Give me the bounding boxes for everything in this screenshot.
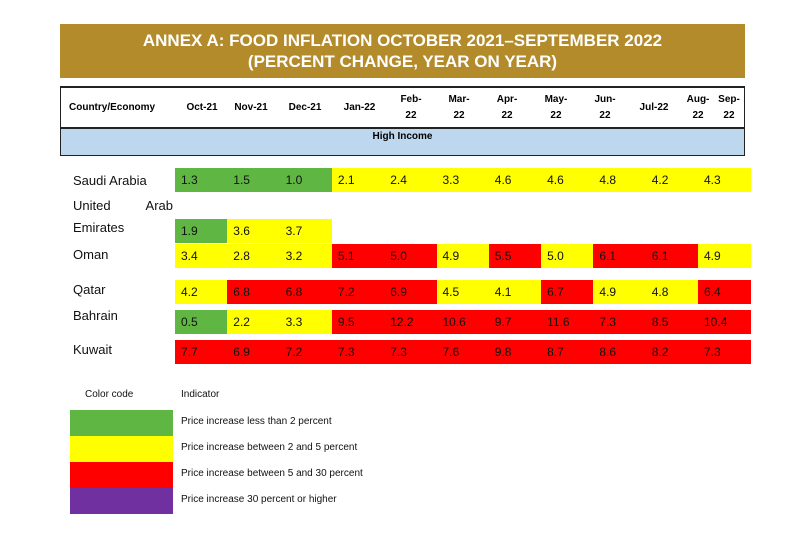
value-cell: 4.9 [698,244,751,268]
country-name-line: Emirates [73,220,125,235]
value-cell: 3.3 [279,310,333,334]
value-cell: 7.2 [331,280,385,304]
header-month: Oct-21 [186,102,218,113]
header-month: Aug- 22 [686,94,710,121]
value-cell: 10.4 [698,310,751,334]
value-cell: 7.3 [384,340,438,364]
value-cell: 3.4 [175,244,228,268]
value-cell: 11.6 [541,310,594,334]
table-header: Country/Economy Oct-21 Nov-21 Dec-21 Jan… [60,86,745,128]
value-cell: 2.8 [227,244,281,268]
value-cell: 2.4 [384,168,438,192]
value-cell: 8.7 [541,340,594,364]
value-cell: 2.2 [227,310,281,334]
header-month: Jan-22 [343,102,376,113]
value-cell: 3.7 [279,219,333,243]
header-month: Sep- 22 [718,94,740,121]
income-group-label: High Income [372,131,433,142]
header-month: Mar- 22 [448,94,470,121]
value-cell: 0.5 [175,310,228,334]
value-cell: 3.6 [227,219,281,243]
legend-color-code-header: Color code [85,389,134,400]
value-cell: 4.8 [645,280,699,304]
value-cell: 4.8 [593,168,647,192]
value-cell: 8.6 [593,340,647,364]
value-cell: 1.3 [175,168,228,192]
header-month: Jul-22 [639,102,669,113]
value-cell: 4.9 [436,244,490,268]
value-cell: 7.7 [175,340,228,364]
value-cell: 9.5 [331,310,385,334]
value-cell: 4.6 [488,168,542,192]
title-line-1: ANNEX A: FOOD INFLATION OCTOBER 2021–SEP… [142,31,663,50]
legend-label: Price increase less than 2 percent [181,416,332,427]
value-cell: 12.2 [384,310,438,334]
value-cell: 3.3 [436,168,490,192]
header-month: Apr- 22 [496,94,518,121]
title-line-2: (PERCENT CHANGE, YEAR ON YEAR) [247,52,558,71]
legend-swatch-red [70,462,173,488]
country-name: Qatar [73,282,106,297]
value-cell: 4.3 [698,168,751,192]
value-cell: 4.9 [593,280,647,304]
country-name: Bahrain [73,308,118,323]
value-cell: 4.1 [488,280,542,304]
value-cell: 7.3 [331,340,385,364]
country-name: Oman [73,247,109,262]
country-name: United Arab Emirates [73,195,173,239]
country-name: Kuwait [73,342,113,357]
header-month: Feb- 22 [400,94,422,121]
legend-label: Price increase 30 percent or higher [181,494,337,505]
value-cell: 7.3 [698,340,751,364]
value-cell: 9.8 [488,340,542,364]
value-cell: 6.8 [279,280,333,304]
header-month: Jun- 22 [594,94,616,121]
value-cell: 6.9 [384,280,438,304]
income-group-band: High Income [60,128,745,156]
header-country: Country/Economy [69,102,156,113]
title-banner: ANNEX A: FOOD INFLATION OCTOBER 2021–SEP… [60,24,745,78]
value-cell: 6.9 [227,340,281,364]
value-cell: 5.0 [541,244,594,268]
value-cell: 6.8 [227,280,281,304]
value-cell: 8.5 [645,310,699,334]
legend-label: Price increase between 2 and 5 percent [181,442,358,453]
value-cell: 6.1 [645,244,699,268]
value-cell: 5.1 [331,244,385,268]
value-cell: 9.7 [488,310,542,334]
country-name-line: United Arab [73,198,173,213]
value-cell: 7.2 [279,340,333,364]
value-cell: 2.1 [331,168,385,192]
country-name: Saudi Arabia [73,173,147,188]
value-cell: 6.1 [593,244,647,268]
legend-swatch-purple [70,488,173,514]
value-cell: 7.3 [593,310,647,334]
value-cell: 1.5 [227,168,281,192]
value-cell: 3.2 [279,244,333,268]
header-month: Nov-21 [234,102,268,113]
legend-label: Price increase between 5 and 30 percent [181,468,363,479]
value-cell: 7.6 [436,340,490,364]
value-cell: 4.2 [175,280,228,304]
header-month: May- 22 [544,94,568,121]
legend-swatch-yellow [70,436,173,462]
value-cell: 4.5 [436,280,490,304]
value-cell: 4.6 [541,168,594,192]
value-cell: 1.0 [279,168,333,192]
value-cell: 8.2 [645,340,699,364]
legend-swatch-green [70,410,173,436]
legend-indicator-header: Indicator [181,389,220,400]
value-cell: 5.5 [488,244,542,268]
value-cell: 6.7 [541,280,594,304]
value-cell: 5.0 [384,244,438,268]
value-cell: 10.6 [436,310,490,334]
header-month: Dec-21 [288,102,322,113]
value-cell: 1.9 [175,219,228,243]
value-cell: 6.4 [698,280,751,304]
value-cell: 4.2 [645,168,699,192]
